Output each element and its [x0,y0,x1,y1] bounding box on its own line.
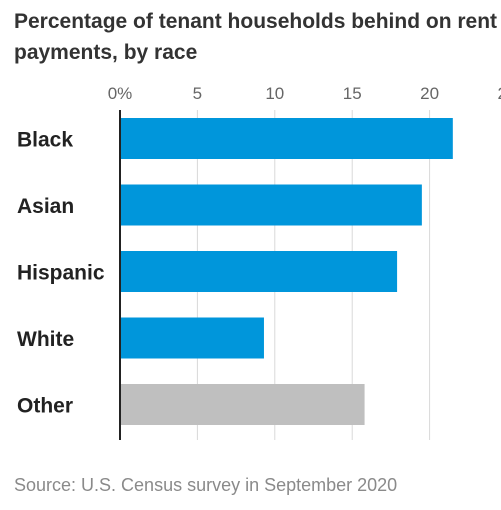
category-label: Black [17,129,73,152]
bar [120,384,365,425]
bar [120,118,453,159]
x-tick-label: 0% [108,84,133,103]
category-label: White [17,328,74,351]
category-label: Other [17,395,73,418]
x-tick-label: 20 [420,84,439,103]
x-tick-label: 5 [193,84,202,103]
bar [120,251,398,292]
x-axis-tick-labels: 0% 5 10 15 20 25 [108,84,501,103]
category-labels: Black Asian Hispanic White Other [17,129,105,418]
x-tick-label: 15 [343,84,362,103]
category-label: Asian [17,195,74,218]
chart-title: Percentage of tenant households behind o… [14,10,498,64]
x-tick-label: 10 [265,84,284,103]
bar [120,184,422,226]
bars [120,118,453,425]
source-note: Source: U.S. Census survey in September … [14,475,398,495]
bar [120,317,264,359]
bar-chart: 0% 5 10 15 20 25 Black Asian Hispanic White Other [17,84,501,440]
x-tick-label: 25 [498,84,501,103]
category-label: Hispanic [17,262,105,285]
